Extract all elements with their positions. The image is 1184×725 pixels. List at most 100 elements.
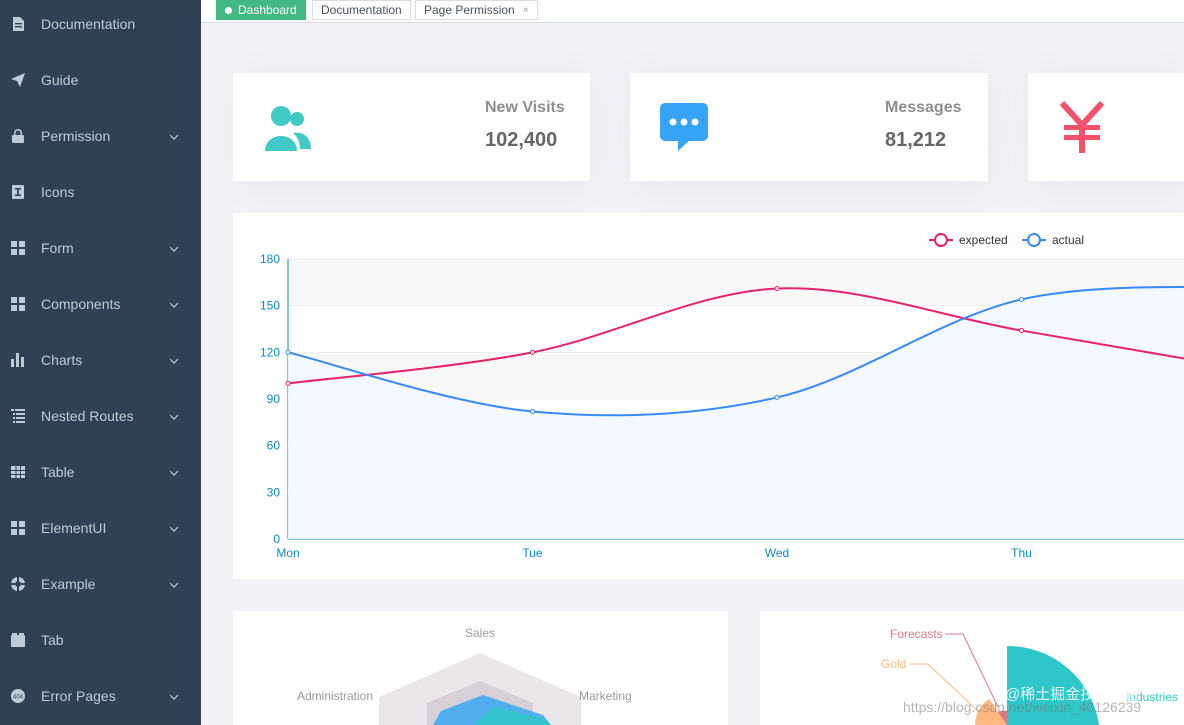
- sidebar-item-charts[interactable]: Charts: [0, 332, 201, 388]
- tab-icon: [11, 633, 25, 647]
- message-icon: [660, 103, 710, 158]
- data-point-actual[interactable]: [1019, 296, 1024, 302]
- tag-label: Dashboard: [238, 3, 297, 17]
- data-point-expected[interactable]: [285, 380, 291, 386]
- sidebar-item-label: Nested Routes: [41, 408, 134, 424]
- sidebar-item-table[interactable]: Table: [0, 444, 201, 500]
- tag-documentation[interactable]: Documentation: [312, 0, 411, 20]
- chevron-down-icon: [168, 130, 180, 142]
- sidebar-item-label: Tab: [41, 632, 64, 648]
- data-point-actual[interactable]: [774, 394, 780, 400]
- y-tick-label: 90: [267, 392, 281, 406]
- table-icon: [11, 465, 25, 479]
- radar-chart: Sales Administration Marketing: [297, 626, 632, 725]
- chevron-down-icon: [168, 578, 180, 590]
- sidebar-item-components[interactable]: Components: [0, 276, 201, 332]
- nested-list-icon: [11, 409, 25, 423]
- bar-chart-icon: [11, 353, 25, 367]
- lock-icon: [11, 129, 25, 143]
- line-chart: 0 30 60 90 120 150 180 Mon Tue Wed Thu expected actu…: [260, 233, 1184, 560]
- sidebar-item-label: ElementUI: [41, 520, 107, 536]
- data-point-actual[interactable]: [285, 349, 291, 355]
- data-point-actual[interactable]: [530, 408, 535, 414]
- y-tick-label: 120: [260, 345, 280, 359]
- radar-label-marketing: Marketing: [579, 689, 632, 703]
- card-value: 102,400: [485, 129, 558, 151]
- pie-label-forecasts: Forecasts: [890, 627, 943, 641]
- sidebar: Documentation Guide Permission Icons Form Com…: [0, 0, 201, 725]
- radar-series-b: [473, 707, 551, 725]
- watermark-cn: @稀土掘金技术社区: [1005, 686, 1141, 703]
- x-tick-label: Tue: [522, 546, 543, 560]
- card-new-visits[interactable]: New Visits 102,400: [233, 73, 590, 181]
- radar-label-administration: Administration: [297, 689, 373, 703]
- sidebar-item-error-pages[interactable]: 404 Error Pages: [0, 668, 201, 724]
- x-tick-label: Thu: [1011, 546, 1032, 560]
- sidebar-item-nested-routes[interactable]: Nested Routes: [0, 388, 201, 444]
- sidebar-item-label: Error Pages: [41, 688, 116, 704]
- data-point-expected[interactable]: [1019, 328, 1024, 334]
- sidebar-item-tab[interactable]: Tab: [0, 612, 201, 668]
- x-tick-label: Wed: [765, 546, 789, 560]
- legend-item-actual[interactable]: actual: [1022, 233, 1084, 247]
- active-dot-icon: [225, 6, 232, 14]
- y-tick-label: 30: [267, 485, 281, 499]
- y-tick-label: 0: [273, 532, 280, 546]
- pie-chart: Forecasts Gold Industries: [881, 627, 1178, 725]
- sidebar-item-label: Guide: [41, 72, 79, 88]
- chevron-down-icon: [168, 242, 180, 254]
- sidebar-item-form[interactable]: Form: [0, 220, 201, 276]
- legend-item-expected[interactable]: expected: [929, 233, 1008, 247]
- grid-icon: [11, 521, 25, 535]
- document-icon: [11, 17, 25, 31]
- chevron-down-icon: [168, 354, 180, 366]
- x-tick-label: Mon: [276, 546, 299, 560]
- card-purchases[interactable]: [1028, 73, 1184, 181]
- pie-leader-gold: [910, 663, 983, 716]
- y-tick-label: 150: [260, 299, 280, 313]
- card-title: New Visits: [485, 99, 565, 116]
- sidebar-item-documentation[interactable]: Documentation: [0, 0, 201, 52]
- svg-text:404: 404: [13, 695, 24, 701]
- legend-circle-icon: [1027, 233, 1041, 247]
- data-point-expected[interactable]: [774, 286, 780, 292]
- chevron-down-icon: [168, 410, 180, 422]
- sidebar-item-label: Permission: [41, 128, 111, 144]
- pie-label-gold: Gold: [881, 657, 906, 671]
- y-tick-label: 180: [260, 252, 280, 266]
- sidebar-item-label: Form: [41, 240, 74, 256]
- sidebar-item-permission[interactable]: Permission: [0, 108, 201, 164]
- sidebar-item-example[interactable]: Example: [0, 556, 201, 612]
- watermark-url: https://blog.csdn.net/weixin_40126239: [903, 699, 1142, 715]
- tag-label: Documentation: [321, 3, 402, 17]
- tags-view-bar: Dashboard Documentation Page Permission …: [201, 0, 1184, 23]
- legend-circle-icon: [934, 233, 948, 247]
- tag-dashboard[interactable]: Dashboard: [216, 0, 306, 20]
- chevron-down-icon: [168, 522, 180, 534]
- yen-icon: [1058, 100, 1106, 158]
- pie-label-industries: Industries: [1126, 690, 1178, 704]
- icon-font-icon: [11, 185, 25, 199]
- radar-chart-panel: Sales Administration Marketing: [233, 611, 728, 725]
- sidebar-item-guide[interactable]: Guide: [0, 52, 201, 108]
- pie-slice-industries: [1007, 645, 1099, 725]
- example-icon: [11, 577, 25, 591]
- sidebar-item-label: Table: [41, 464, 75, 480]
- sidebar-item-label: Icons: [41, 184, 75, 200]
- grid-icon: [11, 297, 25, 311]
- y-tick-label: 60: [267, 439, 281, 453]
- series-area-actual: [288, 286, 1184, 539]
- tag-label: Page Permission: [424, 3, 515, 17]
- chevron-down-icon: [168, 690, 180, 702]
- sidebar-item-icons[interactable]: Icons: [0, 164, 201, 220]
- card-title: Messages: [885, 99, 962, 116]
- card-messages[interactable]: Messages 81,212: [630, 73, 988, 181]
- paper-plane-icon: [11, 73, 25, 87]
- tag-page-permission[interactable]: Page Permission ×: [415, 0, 538, 20]
- grid-icon: [11, 241, 25, 255]
- sidebar-item-elementui[interactable]: ElementUI: [0, 500, 201, 556]
- sidebar-item-label: Charts: [41, 352, 83, 368]
- data-point-expected[interactable]: [530, 349, 535, 355]
- close-icon[interactable]: ×: [522, 4, 529, 16]
- pie-leader-forecasts: [945, 633, 999, 708]
